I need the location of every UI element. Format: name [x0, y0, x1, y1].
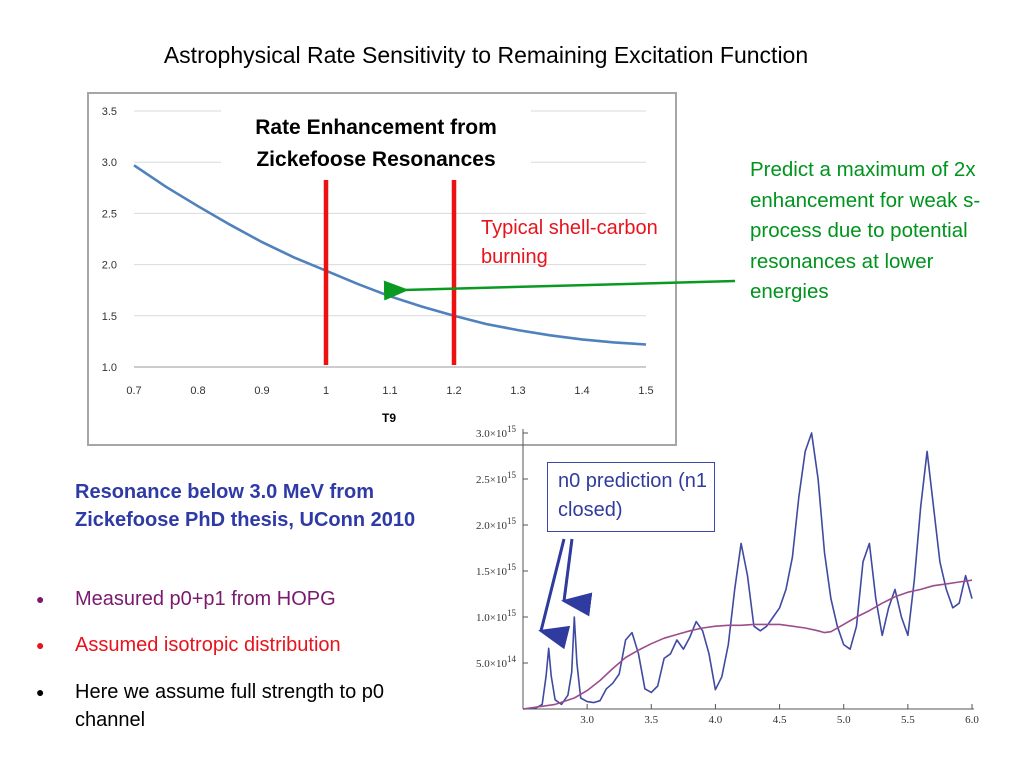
title-background [221, 105, 531, 173]
x-tick-label: 5.0 [837, 714, 851, 726]
n0-prediction-chart: 5.0×1014 1.0×1015 1.5×1015 2.0×1015 2.5×1015… [476, 424, 979, 726]
x-tick-label: 5.5 [901, 714, 915, 726]
bullet-icon: ● [36, 591, 45, 607]
x-tick-label: 1 [323, 385, 329, 397]
y-tick-label: 2.0 [102, 260, 117, 272]
chart-title: Rate Enhancement from Zickefoose Resonanc… [221, 105, 531, 173]
x-tick-label: 1.1 [382, 385, 397, 397]
x-tick-label: 1.2 [446, 385, 461, 397]
x-tick-label: 3.5 [644, 714, 658, 726]
tick-labels: 5.0×1014 1.0×1015 1.5×1015 2.0×1015 2.5×1015… [476, 424, 979, 726]
bullet-text: Assumed isotropic distribution [75, 634, 341, 656]
y-tick-label: 1.0 [102, 362, 117, 374]
y-tick-label: 3.5 [102, 106, 117, 118]
y-tick-label: 1.5 [102, 311, 117, 323]
y-tick-label: 2.5×1015 [476, 470, 516, 486]
x-tick-label: 6.0 [965, 714, 979, 726]
shell-carbon-note: Typical shell-carbon burning [481, 217, 658, 268]
green-arrow [383, 279, 736, 301]
x-tick-label: 4.5 [773, 714, 787, 726]
chart-title-line: Rate Enhancement from [255, 116, 497, 139]
series-group [522, 432, 973, 710]
pointer-arrow [538, 538, 571, 650]
chart-title-line: Zickefoose Resonances [256, 148, 495, 171]
measured-series [522, 432, 973, 710]
y-tick-label: 2.0×1015 [476, 516, 516, 532]
prediction-series [522, 579, 973, 710]
bullet-text: Here we assume full strength to p0 chann… [75, 681, 385, 731]
x-tick-label: 3.0 [580, 714, 594, 726]
enhancement-note: Predict a maximum of 2x enhancement for … [750, 158, 981, 303]
x-tick-label: 1.3 [510, 385, 525, 397]
y-tick-label: 1.5×1015 [476, 562, 516, 578]
pointer-arrow [561, 538, 593, 617]
x-tick-label: 1.5 [638, 385, 653, 397]
x-tick-label: 4.0 [709, 714, 723, 726]
y-tick-label: 2.5 [102, 208, 117, 220]
y-tick-label: 1.0×1015 [476, 608, 516, 624]
n0-prediction-box: n0 prediction (n1 closed) [547, 462, 715, 532]
bullet-text: Measured p0+p1 from HOPG [75, 588, 336, 610]
x-axis-label: T9 [382, 411, 396, 425]
tick-labels: 1.0 1.5 2.0 2.5 3.0 3.5 0.7 0.8 0.9 1 1.1 1.2 1.3 1.4… [102, 106, 654, 397]
bullet-icon: ● [36, 684, 45, 700]
x-tick-label: 0.9 [254, 385, 269, 397]
marker-group [323, 180, 457, 365]
x-tick-label: 0.8 [190, 385, 205, 397]
slide-title: Astrophysical Rate Sensitivity to Remain… [163, 42, 809, 68]
n0-prediction-label: n0 prediction (n1 closed) [558, 470, 707, 521]
y-tick-label: 5.0×1014 [476, 654, 516, 670]
y-tick-label: 3.0 [102, 157, 117, 169]
x-tick-label: 0.7 [126, 385, 141, 397]
resonance-heading: Resonance below 3.0 MeV from Zickefoose … [75, 481, 416, 531]
pointer-arrows [538, 538, 593, 650]
bullet-icon: ● [36, 637, 45, 653]
x-tick-label: 1.4 [574, 385, 589, 397]
axes [522, 429, 974, 710]
y-tick-label: 3.0×1015 [476, 424, 516, 440]
